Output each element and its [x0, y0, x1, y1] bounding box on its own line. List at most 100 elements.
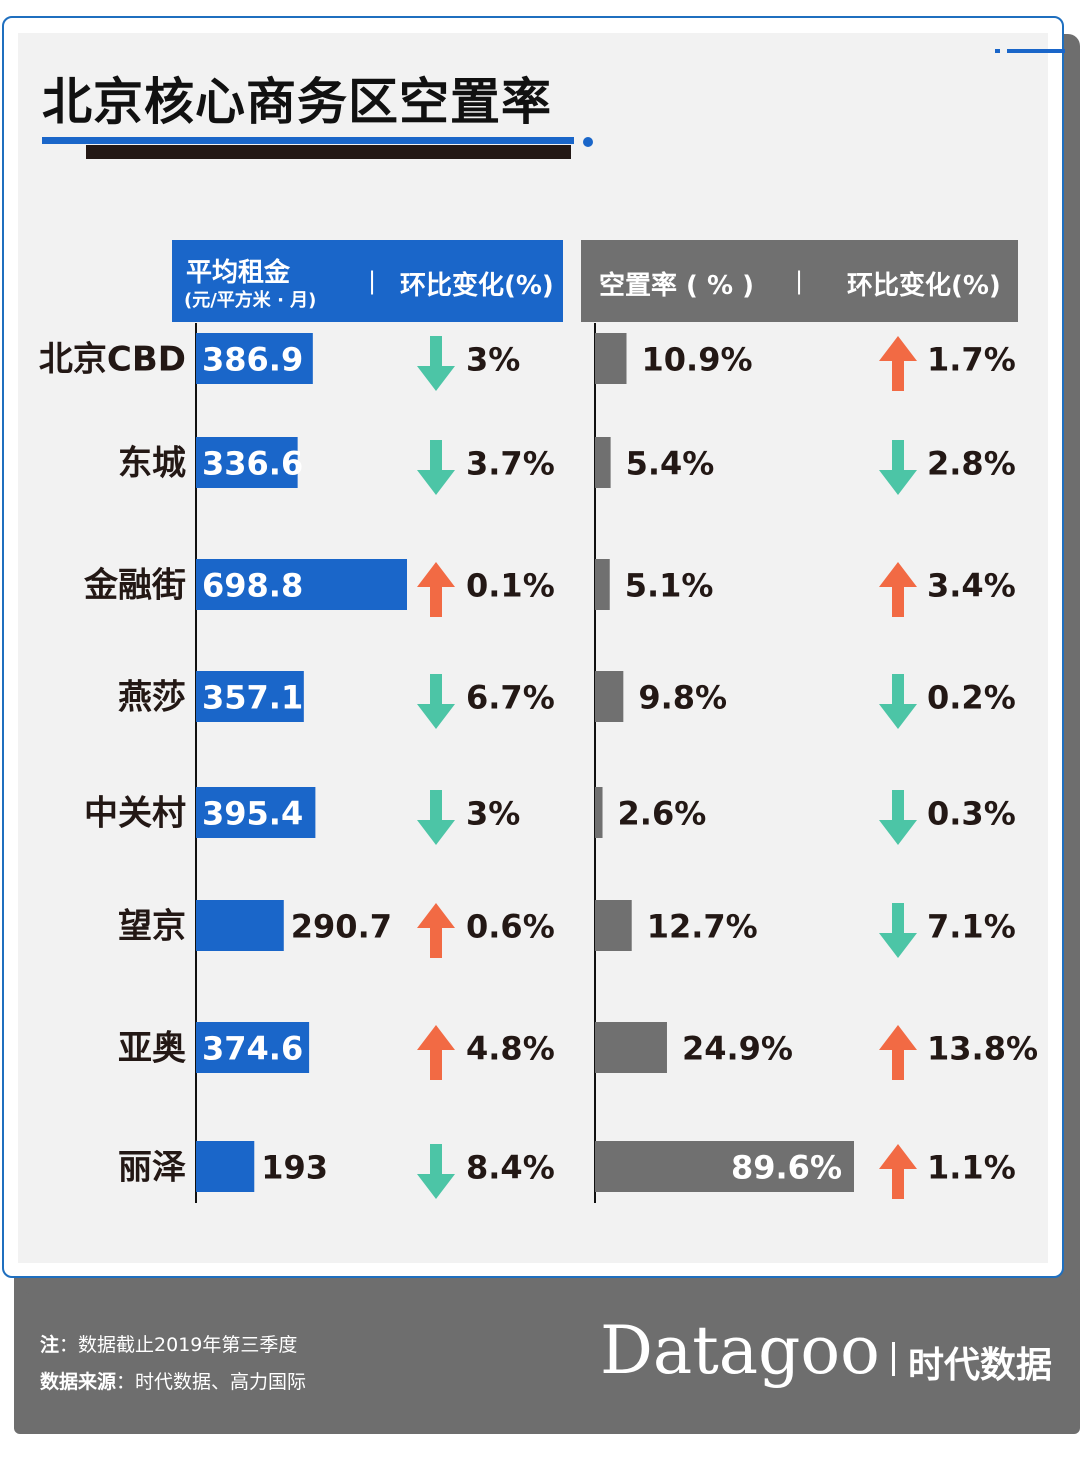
rent-value-label: 193 — [261, 1149, 328, 1187]
brand-logo: Datagoo — [600, 1312, 880, 1389]
vacancy-header-separator: | — [795, 267, 804, 295]
rent-header-separator: | — [368, 267, 377, 295]
category-label: 北京CBD — [39, 340, 186, 380]
rent-value-label: 395.4 — [202, 795, 303, 833]
rent-change-label: 8.4% — [466, 1149, 555, 1187]
category-label: 亚奥 — [118, 1029, 186, 1069]
vacancy-bar — [595, 1022, 667, 1073]
footnote: 注：数据截止2019年第三季度 — [40, 1330, 297, 1357]
category-label: 望京 — [118, 907, 186, 947]
rent-header-title: 平均租金 — [186, 258, 291, 288]
vacancy-change-label: 7.1% — [927, 908, 1016, 946]
vacancy-bar — [595, 787, 603, 838]
vacancy-value-label: 12.7% — [647, 908, 758, 946]
category-label: 中关村 — [84, 794, 186, 834]
brand-separator — [892, 1342, 895, 1376]
up-arrow-icon — [879, 1025, 917, 1080]
rent-bar — [196, 1022, 310, 1073]
page-title: 北京核心商务区空置率 — [42, 73, 552, 131]
up-arrow-icon — [879, 336, 917, 391]
rent-value-label: 290.7 — [291, 908, 392, 946]
vacancy-change-label: 1.7% — [927, 341, 1016, 379]
vacancy-value-label: 10.9% — [642, 341, 753, 379]
source-note: 数据来源：时代数据、高力国际 — [40, 1367, 306, 1394]
vacancy-value-label: 89.6% — [731, 1149, 842, 1187]
footnote-label: 注 — [40, 1334, 60, 1356]
vacancy-value-label: 24.9% — [682, 1030, 793, 1068]
up-arrow-icon — [417, 903, 455, 958]
rent-change-label: 0.1% — [466, 567, 555, 605]
rent-value-label: 374.6 — [202, 1030, 303, 1068]
vacancy-value-label: 5.1% — [625, 567, 714, 605]
rent-value-label: 386.9 — [202, 341, 303, 379]
rent-bar — [196, 559, 407, 610]
vacancy-change-label: 0.2% — [927, 679, 1016, 717]
title-underline-black — [86, 145, 571, 159]
up-arrow-icon — [417, 562, 455, 617]
rent-bar — [196, 437, 298, 488]
vacancy-change-label: 3.4% — [927, 567, 1016, 605]
rent-axis-line — [195, 323, 197, 1203]
up-arrow-icon — [879, 1144, 917, 1199]
category-label: 燕莎 — [118, 678, 186, 718]
rent-bar — [196, 787, 316, 838]
rent-change-label: 0.6% — [466, 908, 555, 946]
source-label: 数据来源 — [40, 1371, 117, 1393]
down-arrow-icon — [879, 790, 917, 845]
vacancy-value-label: 2.6% — [618, 795, 707, 833]
vacancy-change-label: 13.8% — [927, 1030, 1038, 1068]
chart-panel — [18, 33, 1048, 1263]
source-text: ：时代数据、高力国际 — [116, 1371, 307, 1393]
vacancy-change-header: 环比变化(%) — [847, 271, 1001, 301]
brand-chinese-name: 时代数据 — [908, 1345, 1053, 1386]
rent-value-label: 336.6 — [202, 445, 303, 483]
vacancy-change-label: 1.1% — [927, 1149, 1016, 1187]
rent-header-unit: (元/平方米 · 月) — [184, 290, 317, 311]
decorative-line — [1007, 49, 1065, 53]
vacancy-change-label: 0.3% — [927, 795, 1016, 833]
vacancy-header: 空置率 ( % ) | 环比变化(%) — [581, 240, 1018, 322]
rent-change-label: 3.7% — [466, 445, 555, 483]
down-arrow-icon — [879, 440, 917, 495]
down-arrow-icon — [417, 790, 455, 845]
decorative-dot — [995, 49, 1000, 53]
category-label: 东城 — [118, 444, 186, 484]
down-arrow-icon — [879, 674, 917, 729]
vacancy-value-label: 5.4% — [626, 445, 715, 483]
vacancy-axis-line — [594, 323, 596, 1203]
down-arrow-icon — [879, 903, 917, 958]
vacancy-header-title: 空置率 ( % ) — [599, 271, 754, 301]
rent-bar — [196, 671, 304, 722]
footnote-text: ：数据截止2019年第三季度 — [59, 1334, 298, 1356]
vacancy-bar — [595, 437, 611, 488]
rent-change-label: 3% — [466, 795, 520, 833]
up-arrow-icon — [879, 562, 917, 617]
down-arrow-icon — [417, 674, 455, 729]
up-arrow-icon — [417, 1025, 455, 1080]
down-arrow-icon — [417, 1144, 455, 1199]
vacancy-bar — [595, 559, 610, 610]
rent-value-label: 357.1 — [202, 679, 303, 717]
title-underline-dot — [583, 137, 593, 147]
rent-change-label: 3% — [466, 341, 520, 379]
rent-bar — [196, 333, 313, 384]
rent-value-label: 698.8 — [202, 567, 303, 605]
title-underline-blue — [42, 137, 574, 144]
vacancy-value-label: 9.8% — [638, 679, 727, 717]
rent-header: 平均租金 (元/平方米 · 月) | 环比变化(%) — [172, 240, 563, 322]
vacancy-bar — [595, 1141, 854, 1192]
down-arrow-icon — [417, 440, 455, 495]
vacancy-change-label: 2.8% — [927, 445, 1016, 483]
vacancy-bar — [595, 671, 624, 722]
vacancy-bar — [595, 900, 632, 951]
category-label: 金融街 — [83, 566, 186, 606]
rent-change-header: 环比变化(%) — [400, 271, 554, 301]
down-arrow-icon — [417, 336, 455, 391]
vacancy-bar — [595, 333, 627, 384]
category-label: 丽泽 — [118, 1148, 186, 1188]
rent-change-label: 6.7% — [466, 679, 555, 717]
rent-bar — [196, 1141, 255, 1192]
rent-bar — [196, 900, 284, 951]
rent-change-label: 4.8% — [466, 1030, 555, 1068]
